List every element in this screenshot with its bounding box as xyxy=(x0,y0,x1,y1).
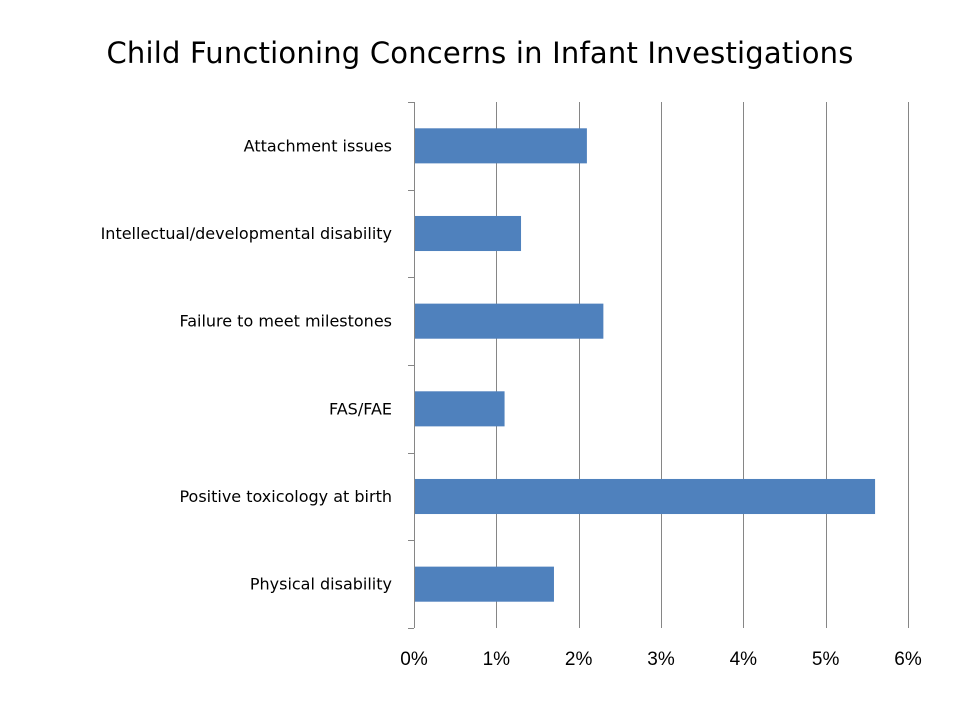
x-tick-label: 1% xyxy=(483,649,511,670)
bar xyxy=(415,303,604,339)
bars xyxy=(415,128,876,602)
category-label: Intellectual/developmental disability xyxy=(101,224,392,243)
category-label: Physical disability xyxy=(250,575,392,594)
x-tick-label: 3% xyxy=(647,649,675,670)
category-labels: Attachment issues Intellectual/developmen… xyxy=(101,136,392,593)
x-tick-label: 6% xyxy=(894,649,922,670)
gridlines xyxy=(496,102,909,628)
category-label: Failure to meet milestones xyxy=(179,312,392,331)
x-tick-label: 5% xyxy=(812,649,840,670)
chart-title: Child Functioning Concerns in Infant Inv… xyxy=(106,36,854,70)
bar xyxy=(415,478,876,515)
bar xyxy=(415,215,522,252)
x-tick-label: 0% xyxy=(400,649,428,670)
x-tick-label: 2% xyxy=(565,649,593,670)
bar xyxy=(415,128,587,164)
x-tick-labels: 0% 1% 2% 3% 4% 5% 6% xyxy=(400,649,922,670)
x-tick-label: 4% xyxy=(730,649,758,670)
category-label: Attachment issues xyxy=(244,136,392,155)
bar xyxy=(415,566,554,602)
bar xyxy=(415,391,505,427)
axes xyxy=(408,102,415,629)
category-label: FAS/FAE xyxy=(329,399,392,418)
category-label: Positive toxicology at birth xyxy=(179,487,392,506)
